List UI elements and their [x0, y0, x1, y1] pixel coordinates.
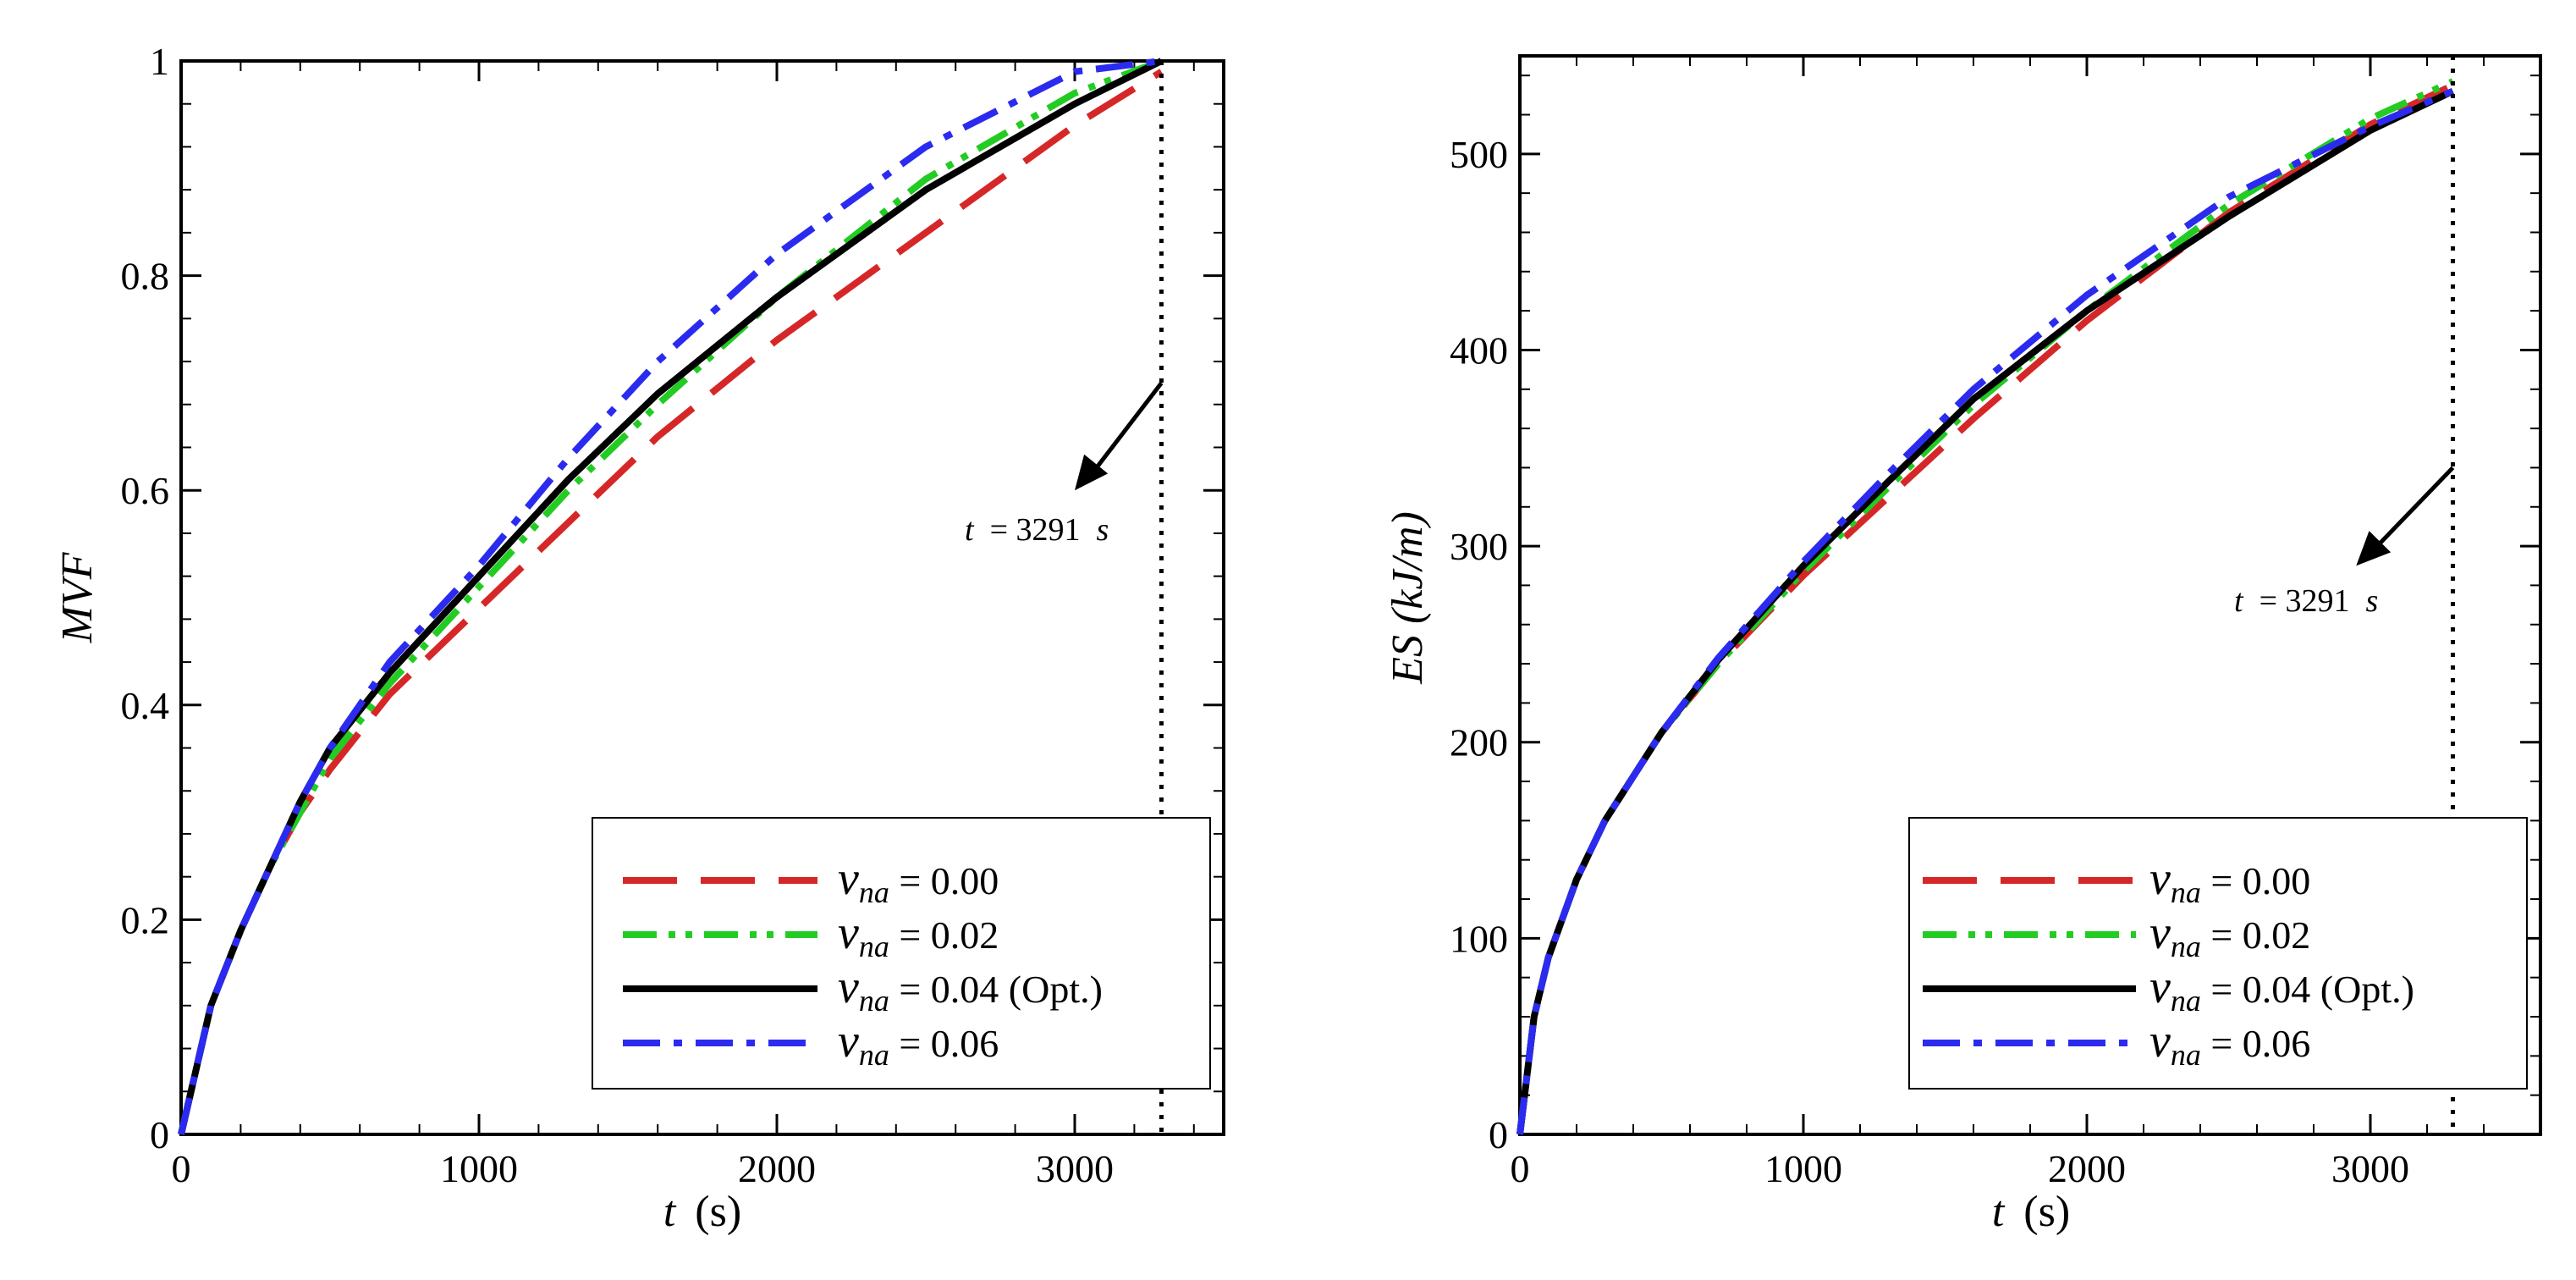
series-line — [1516, 88, 2455, 1135]
annotation-unit: s — [1097, 512, 1109, 548]
x-tick-label: 0 — [172, 1147, 191, 1190]
x-axis-label: t (s) — [663, 1188, 741, 1236]
marker-layer — [1075, 61, 1164, 1134]
annotation-value: = 3291 — [2251, 583, 2358, 619]
legend-label: νna = 0.00 — [838, 852, 999, 909]
legend-subscript: na — [859, 875, 889, 909]
series-line — [178, 69, 1164, 1135]
legend-symbol: ν — [2149, 852, 2171, 905]
legend-symbol: ν — [838, 1015, 859, 1068]
x-tick-label: 0 — [1511, 1147, 1530, 1190]
legend-value: = 0.02 — [2201, 913, 2310, 957]
legend-symbol: ν — [838, 961, 859, 1013]
es-chart: 0 100 200 300 400 500 0 1000 2000 3000 t (s) ES (… — [1384, 54, 2542, 1236]
legend-value: = 0.00 — [889, 859, 999, 902]
x-tick-label: 1000 — [440, 1147, 518, 1190]
y-tick-label: 300 — [1450, 525, 1508, 568]
legend-label: νna = 0.00 — [2149, 852, 2310, 909]
x-tick-label: 3000 — [1036, 1147, 1114, 1190]
y-tick-label: 500 — [1450, 133, 1508, 176]
y-tick-label: 0.4 — [121, 684, 170, 727]
legend-label: νna = 0.06 — [838, 1015, 999, 1072]
legend-label: νna = 0.02 — [2149, 907, 2310, 963]
x-axis-unit: (s) — [695, 1188, 741, 1236]
annotation-var: t — [2234, 583, 2244, 619]
legend-value: = 0.04 (Opt.) — [2201, 968, 2414, 1011]
y-tick-label: 0.8 — [121, 255, 170, 298]
annotation-arrowhead — [2356, 531, 2392, 566]
legend-value: = 0.00 — [2201, 859, 2310, 902]
legend-symbol: ν — [838, 907, 859, 959]
y-axis-label: MVF — [53, 551, 102, 643]
legend-label: νna = 0.04 (Opt.) — [838, 961, 1103, 1018]
legend-box — [592, 817, 1211, 1090]
legend-subscript: na — [2171, 984, 2201, 1018]
y-tick-label: 0 — [1489, 1113, 1508, 1156]
tick-labels: 0 0.2 0.4 0.6 0.8 1 0 1000 2000 3000 — [121, 40, 1115, 1190]
y-axis-label: ES (kJ/m) — [1384, 511, 1432, 685]
x-tick-label: 3000 — [2331, 1147, 2409, 1190]
legend-subscript: na — [859, 984, 889, 1018]
time-annotation: t = 3291 s — [2234, 583, 2378, 619]
x-axis-var: t — [1992, 1188, 2006, 1236]
y-tick-label: 1 — [150, 40, 169, 83]
legend-subscript: na — [2171, 875, 2201, 909]
y-tick-label: 0.2 — [121, 898, 170, 941]
legend-label: νna = 0.04 (Opt.) — [2149, 961, 2414, 1018]
x-axis-unit: (s) — [2023, 1188, 2070, 1236]
y-tick-label: 100 — [1450, 917, 1508, 960]
x-tick-label: 1000 — [1764, 1147, 1842, 1190]
legend-value: = 0.04 (Opt.) — [889, 968, 1103, 1011]
legend-subscript: na — [2171, 930, 2201, 963]
legend-symbol: ν — [2149, 961, 2171, 1013]
axis-ticks — [179, 59, 1224, 1136]
time-annotation: t = 3291 s — [965, 512, 1109, 548]
annotation-arrowhead — [1075, 454, 1109, 491]
legend-subscript: na — [859, 1038, 889, 1072]
y-tick-label: 0 — [150, 1113, 169, 1156]
legend-symbol: ν — [2149, 907, 2171, 959]
y-tick-label: 0.6 — [121, 469, 170, 512]
series-line — [178, 58, 1162, 1135]
legend-symbol: ν — [2149, 1015, 2171, 1068]
x-axis-var: t — [663, 1188, 677, 1236]
annotation-unit: s — [2366, 583, 2379, 619]
legend-value: = 0.06 — [889, 1022, 999, 1065]
annotation-arrow — [2368, 466, 2455, 555]
legend-symbol: ν — [838, 852, 859, 905]
annotation-value: = 3291 — [982, 512, 1088, 548]
annotation-arrow — [1087, 381, 1164, 480]
legend-value: = 0.02 — [889, 913, 999, 957]
series-layer — [1516, 78, 2455, 1135]
marker-layer — [2356, 56, 2455, 1134]
y-tick-label: 200 — [1450, 721, 1508, 764]
tick-labels: 0 100 200 300 400 500 0 1000 2000 3000 — [1450, 133, 2409, 1190]
legend-value: = 0.06 — [2201, 1022, 2310, 1065]
legend-subscript: na — [2171, 1038, 2201, 1072]
annotation-var: t — [965, 512, 975, 548]
mvf-chart: 0 0.2 0.4 0.6 0.8 1 0 1000 2000 3000 t (s) MVF t … — [53, 40, 1225, 1236]
x-axis-label: t (s) — [1992, 1188, 2070, 1236]
legend-label: νna = 0.06 — [2149, 1015, 2310, 1072]
x-tick-label: 2000 — [2048, 1147, 2126, 1190]
y-tick-label: 400 — [1450, 328, 1508, 372]
series-layer — [178, 58, 1164, 1135]
legend-label: νna = 0.02 — [838, 907, 999, 963]
x-tick-label: 2000 — [738, 1147, 816, 1190]
legend-subscript: na — [859, 930, 889, 963]
